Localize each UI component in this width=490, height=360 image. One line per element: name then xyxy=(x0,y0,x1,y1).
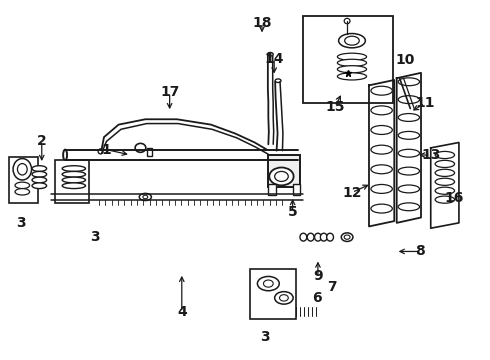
Ellipse shape xyxy=(270,167,294,185)
Text: 16: 16 xyxy=(444,191,464,205)
Text: 12: 12 xyxy=(342,185,362,199)
Text: 14: 14 xyxy=(265,51,284,66)
Bar xyxy=(303,16,393,103)
Ellipse shape xyxy=(344,18,350,24)
Text: 1: 1 xyxy=(101,143,111,157)
Ellipse shape xyxy=(62,166,86,171)
Ellipse shape xyxy=(315,233,321,241)
Text: 2: 2 xyxy=(37,134,47,148)
Ellipse shape xyxy=(371,126,392,134)
Ellipse shape xyxy=(398,167,419,175)
Ellipse shape xyxy=(32,177,47,183)
Bar xyxy=(147,148,151,156)
Bar xyxy=(269,155,300,187)
Ellipse shape xyxy=(18,163,27,175)
Ellipse shape xyxy=(275,292,293,304)
Ellipse shape xyxy=(344,235,350,239)
Text: 11: 11 xyxy=(415,96,435,110)
Ellipse shape xyxy=(268,53,273,56)
Ellipse shape xyxy=(338,53,367,60)
Ellipse shape xyxy=(307,233,314,241)
Ellipse shape xyxy=(398,96,419,104)
Ellipse shape xyxy=(398,185,419,193)
Text: 8: 8 xyxy=(415,244,425,258)
Text: 13: 13 xyxy=(421,148,441,162)
Ellipse shape xyxy=(435,187,455,194)
Bar xyxy=(293,184,300,195)
Ellipse shape xyxy=(32,166,47,171)
Ellipse shape xyxy=(371,106,392,115)
Text: 15: 15 xyxy=(325,100,344,114)
Ellipse shape xyxy=(338,73,367,80)
Ellipse shape xyxy=(15,182,29,189)
Bar xyxy=(250,269,296,319)
Ellipse shape xyxy=(371,184,392,193)
Ellipse shape xyxy=(371,86,392,95)
Ellipse shape xyxy=(398,78,419,86)
Ellipse shape xyxy=(15,189,29,195)
Ellipse shape xyxy=(371,204,392,213)
Ellipse shape xyxy=(62,177,86,183)
Ellipse shape xyxy=(435,196,455,203)
Text: 6: 6 xyxy=(312,291,322,305)
Ellipse shape xyxy=(398,131,419,139)
Ellipse shape xyxy=(398,113,419,121)
Ellipse shape xyxy=(32,183,47,189)
Ellipse shape xyxy=(341,233,353,242)
Ellipse shape xyxy=(435,152,455,158)
Text: 5: 5 xyxy=(288,205,297,219)
Text: 17: 17 xyxy=(160,85,179,99)
Ellipse shape xyxy=(344,36,359,45)
Ellipse shape xyxy=(13,158,31,180)
Ellipse shape xyxy=(135,143,146,152)
Ellipse shape xyxy=(338,66,367,73)
Ellipse shape xyxy=(338,59,367,66)
Ellipse shape xyxy=(62,171,86,177)
Text: 9: 9 xyxy=(313,269,323,283)
Text: 10: 10 xyxy=(396,53,415,67)
Ellipse shape xyxy=(98,149,103,154)
Ellipse shape xyxy=(62,183,86,189)
Bar xyxy=(269,184,276,195)
Ellipse shape xyxy=(371,145,392,154)
Ellipse shape xyxy=(339,33,366,48)
Ellipse shape xyxy=(275,79,281,82)
Ellipse shape xyxy=(435,160,455,167)
Bar xyxy=(55,160,89,203)
Bar xyxy=(9,157,38,203)
Ellipse shape xyxy=(264,280,273,287)
Ellipse shape xyxy=(143,195,148,199)
Ellipse shape xyxy=(275,171,288,181)
Text: 7: 7 xyxy=(327,280,336,294)
Ellipse shape xyxy=(279,295,288,301)
Ellipse shape xyxy=(398,203,419,211)
Ellipse shape xyxy=(435,169,455,176)
Ellipse shape xyxy=(139,193,151,201)
Ellipse shape xyxy=(327,233,334,241)
Text: 3: 3 xyxy=(91,230,100,244)
Text: 3: 3 xyxy=(17,216,26,230)
Ellipse shape xyxy=(257,276,279,291)
Text: 3: 3 xyxy=(260,330,270,344)
Ellipse shape xyxy=(300,233,307,241)
Ellipse shape xyxy=(398,149,419,157)
Ellipse shape xyxy=(32,171,47,177)
Text: 4: 4 xyxy=(177,305,187,319)
Ellipse shape xyxy=(320,233,327,241)
Text: 18: 18 xyxy=(252,16,272,30)
Ellipse shape xyxy=(435,178,455,185)
Ellipse shape xyxy=(371,165,392,174)
